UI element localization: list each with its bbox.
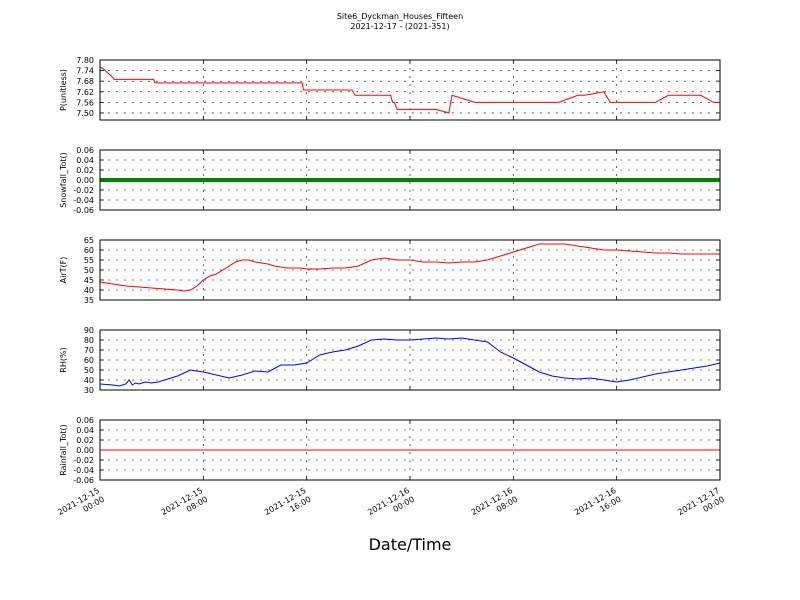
x-axis-label: Date/Time: [369, 535, 452, 554]
y-tick-label: 65: [84, 236, 94, 245]
y-tick-label: 40: [84, 286, 94, 295]
y-tick-label: 80: [84, 336, 94, 345]
y-tick-label: -0.02: [73, 456, 94, 465]
y-tick-label: 7.50: [76, 109, 94, 118]
y-axis-label: Snowfall_Tot(): [59, 152, 68, 208]
y-axis-label: RH(%): [59, 347, 68, 372]
y-tick-label: -0.04: [73, 196, 94, 205]
y-tick-label: 7.80: [76, 56, 94, 65]
y-axis-label: P(unitless): [59, 69, 68, 111]
y-tick-label: 0.04: [76, 156, 94, 165]
y-tick-label: 7.74: [76, 67, 94, 76]
y-tick-label: 30: [84, 386, 94, 395]
y-tick-label: 0.06: [76, 416, 94, 425]
panel-4: 0.060.040.020.00-0.02-0.04-0.06 Rainfall_…: [59, 416, 720, 485]
y-tick-label: 0.02: [76, 436, 94, 445]
y-tick-label: 50: [84, 266, 94, 275]
y-tick-label: 55: [84, 256, 94, 265]
y-tick-label: 7.62: [76, 88, 94, 97]
chart-title: Site6_Dyckman_Houses_Fifteen: [337, 12, 463, 21]
y-axis-label: AirT(F): [59, 257, 68, 284]
panel-0: 7.80 7.747.68 7.627.56 7.50 P(unitless): [59, 56, 720, 120]
y-tick-label: -0.04: [73, 466, 94, 475]
y-tick-label: 70: [84, 346, 94, 355]
y-tick-label: 0.00: [76, 176, 94, 185]
y-tick-label: 60: [84, 356, 94, 365]
series-line-2-0: [100, 244, 720, 291]
y-tick-label: 7.68: [76, 77, 94, 86]
y-tick-label: 90: [84, 326, 94, 335]
y-tick-label: 45: [84, 276, 94, 285]
y-tick-label: 0.02: [76, 166, 94, 175]
y-tick-label: -0.06: [73, 476, 94, 485]
panel-1: 0.060.040.020.00-0.02-0.04-0.06 Snowfall_…: [59, 146, 720, 215]
y-axis-label: Rainfall_Tot(): [59, 424, 68, 476]
y-tick-label: 60: [84, 246, 94, 255]
y-tick-label: 7.56: [76, 98, 94, 107]
y-tick-label: 0.00: [76, 446, 94, 455]
y-tick-label: 0.06: [76, 146, 94, 155]
y-tick-label: 50: [84, 366, 94, 375]
y-tick-label: 0.04: [76, 426, 94, 435]
chart-subtitle: 2021-12-17 - (2021-351): [350, 22, 449, 31]
series-line-0-0: [100, 67, 720, 113]
y-tick-label: 40: [84, 376, 94, 385]
y-tick-label: 35: [84, 296, 94, 305]
y-tick-label: -0.06: [73, 206, 94, 215]
y-tick-label: -0.02: [73, 186, 94, 195]
